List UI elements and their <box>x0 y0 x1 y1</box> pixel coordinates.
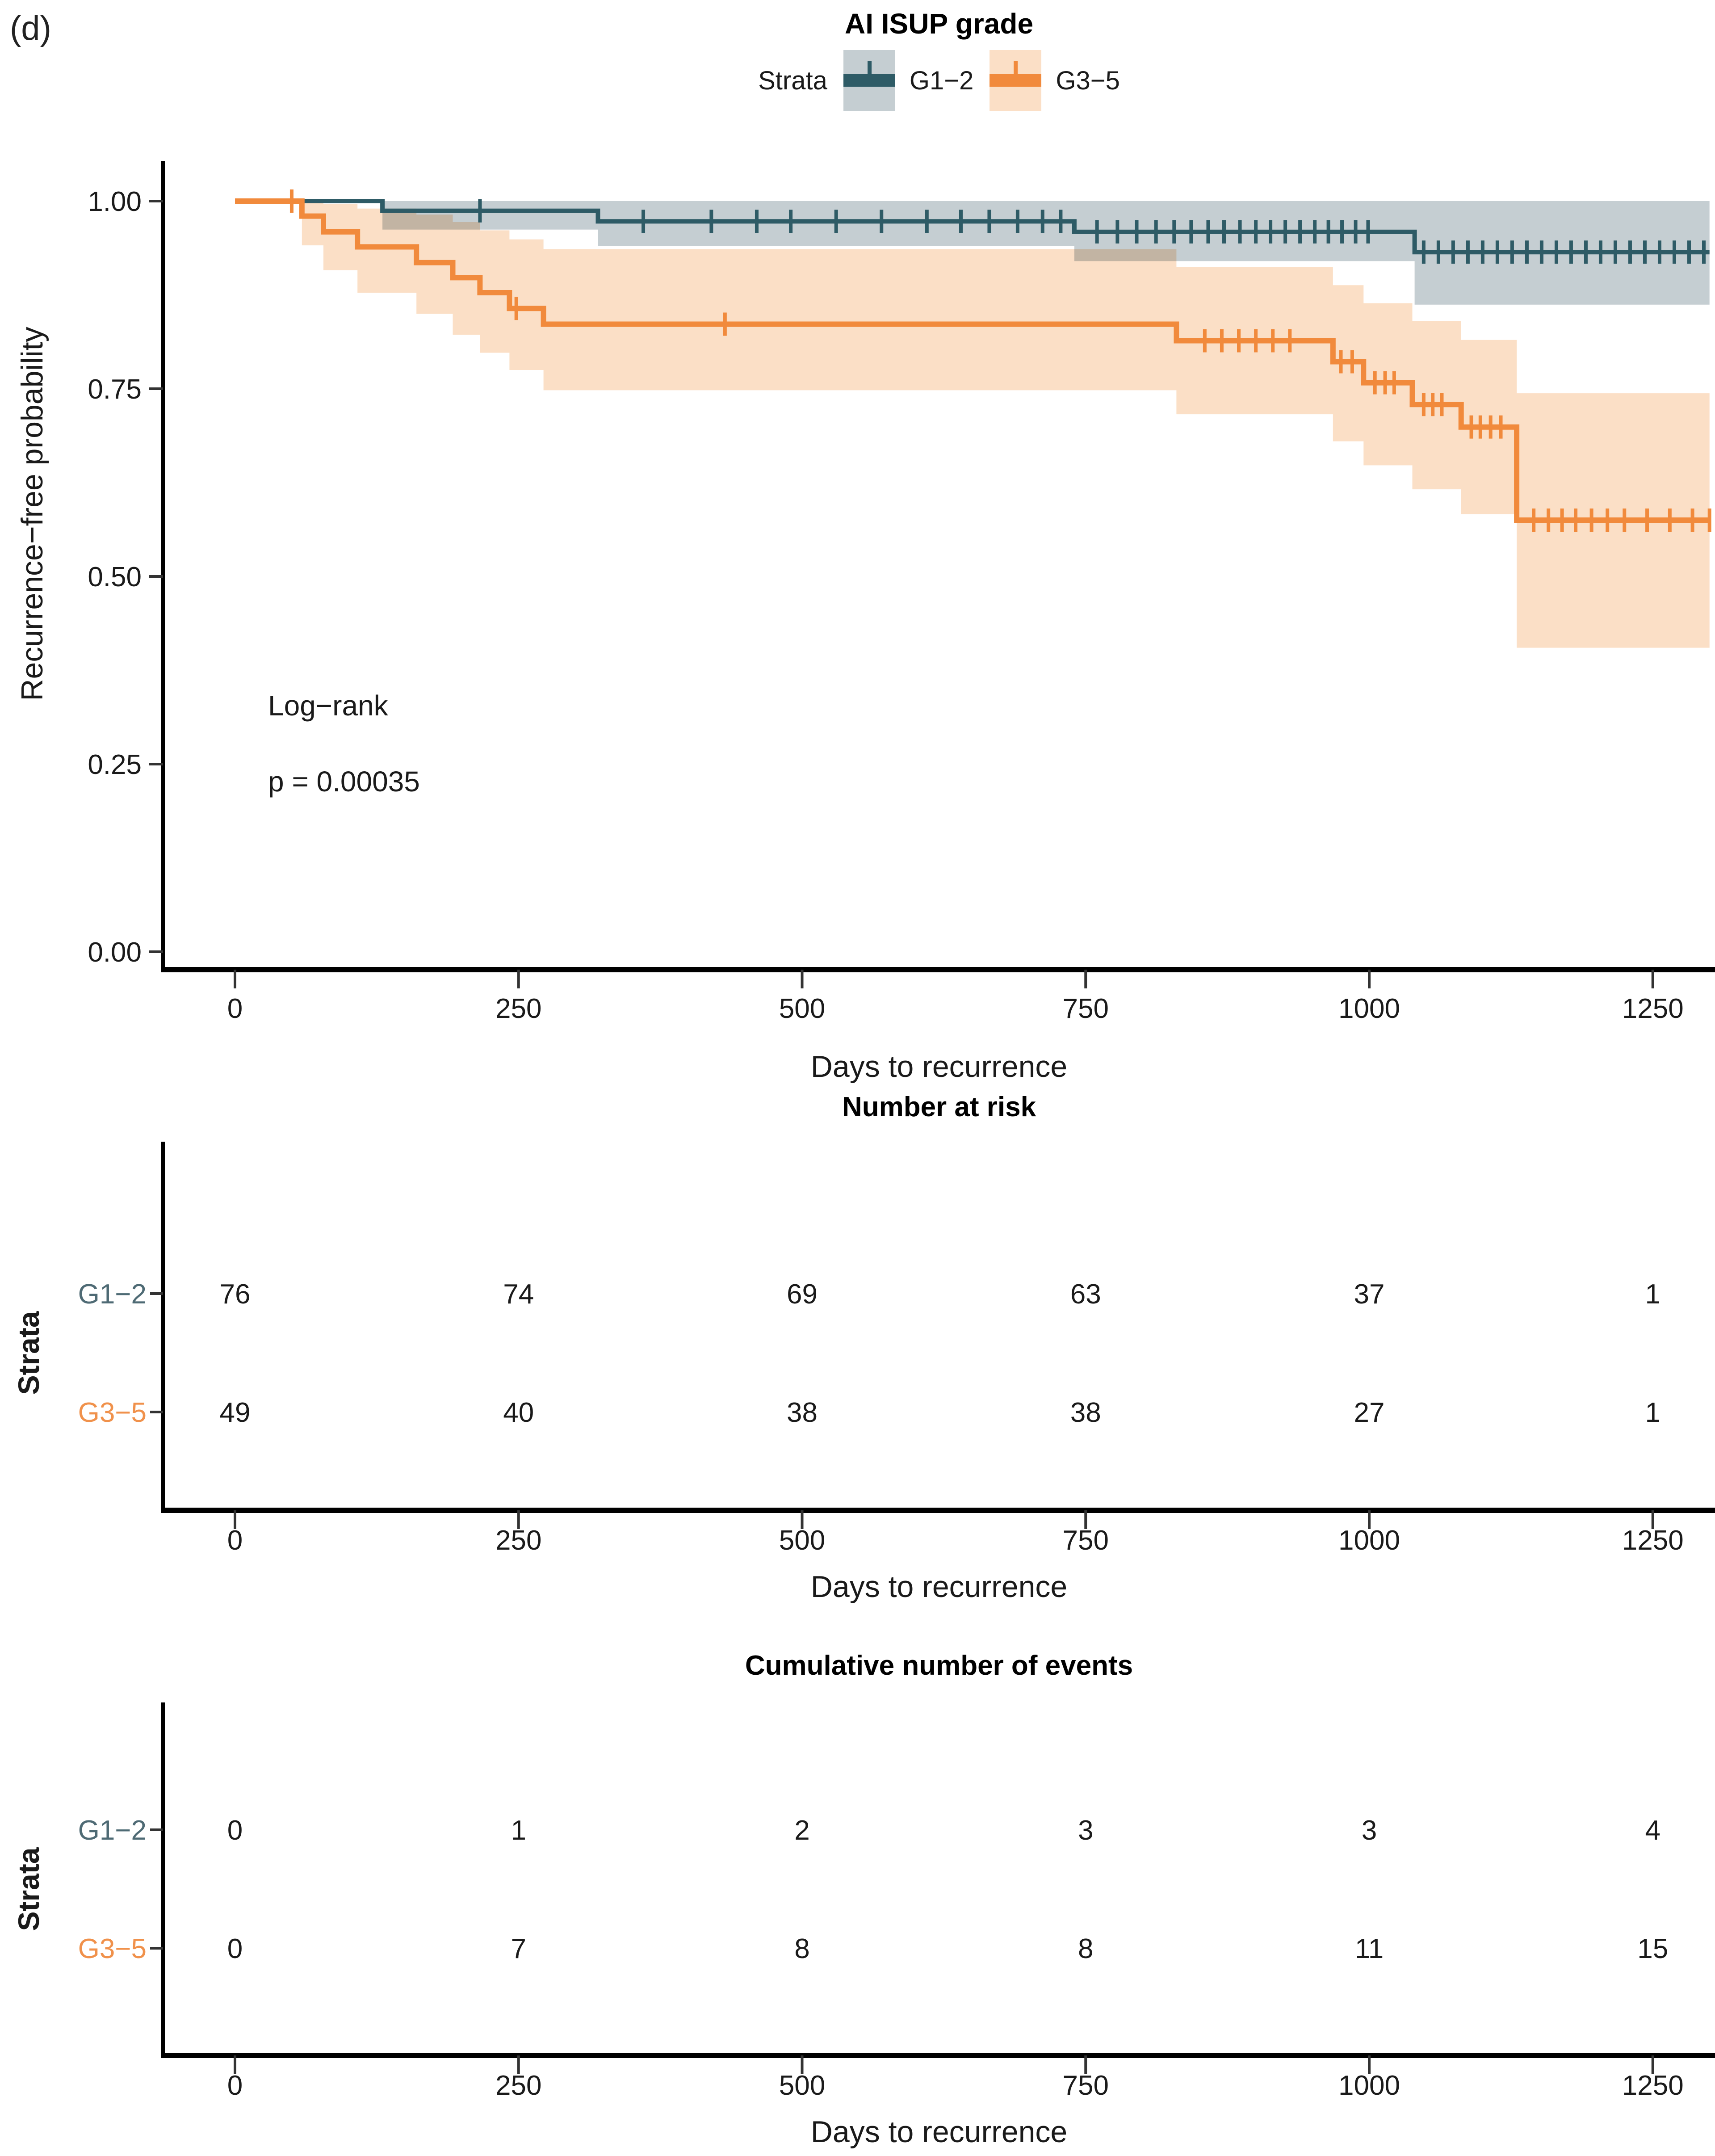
chart-title-row: AI ISUP grade <box>163 7 1715 40</box>
x-axis-title-events: Days to recurrence <box>810 2115 1068 2149</box>
svg-text:0.25: 0.25 <box>88 749 142 780</box>
svg-text:1250: 1250 <box>1622 2070 1684 2101</box>
risk-table-title-row: Number at risk <box>163 1091 1715 1123</box>
logrank-annotation: Log−rank <box>268 689 388 722</box>
svg-text:0.00: 0.00 <box>88 937 142 968</box>
svg-text:500: 500 <box>779 1525 825 1556</box>
legend-key-g3-5-icon <box>990 50 1042 111</box>
events-table-strata-label: Strata <box>12 1847 45 1931</box>
main-axes: 1.00 0.75 0.50 0.25 0.00 0 250 500 750 1000 1250 <box>88 161 1715 1024</box>
svg-text:1000: 1000 <box>1338 2070 1400 2101</box>
risk-table-title: Number at risk <box>842 1092 1036 1122</box>
svg-text:76: 76 <box>220 1279 251 1310</box>
svg-text:1: 1 <box>1645 1397 1660 1428</box>
x-axis-title-risk: Days to recurrence <box>810 1570 1068 1604</box>
risk-table-strata-label: Strata <box>12 1311 45 1395</box>
svg-text:500: 500 <box>779 2070 825 2101</box>
events-table-title-row: Cumulative number of events <box>163 1650 1715 1681</box>
svg-text:4: 4 <box>1645 1815 1660 1846</box>
svg-text:1.00: 1.00 <box>88 186 142 217</box>
svg-text:1: 1 <box>511 1815 526 1846</box>
svg-text:3: 3 <box>1078 1815 1093 1846</box>
svg-text:750: 750 <box>1063 993 1109 1024</box>
svg-text:1000: 1000 <box>1338 1525 1400 1556</box>
svg-text:0.50: 0.50 <box>88 562 142 593</box>
svg-text:0.75: 0.75 <box>88 374 142 405</box>
svg-text:15: 15 <box>1637 1933 1668 1964</box>
panel-label: (d) <box>10 9 51 47</box>
events-table-graphics: 0 250 500 750 1000 1250 G1−2 0 1 2 3 3 4 G3−5 0 7 8 8 11 15 <box>78 1702 1715 2101</box>
svg-text:7: 7 <box>511 1933 526 1964</box>
y-axis-title: Recurrence−free probability <box>15 327 49 701</box>
legend-title: Strata <box>758 66 827 95</box>
legend: Strata G1−2 G3−5 <box>758 50 1120 111</box>
svg-text:2: 2 <box>794 1815 809 1846</box>
legend-item-g3-5[interactable]: G3−5 <box>990 50 1120 111</box>
svg-text:38: 38 <box>787 1397 818 1428</box>
svg-text:1250: 1250 <box>1622 993 1684 1024</box>
legend-item-g1-2[interactable]: G1−2 <box>843 50 974 111</box>
svg-text:1: 1 <box>1645 1279 1660 1310</box>
legend-row: Strata G1−2 G3−5 <box>163 50 1715 111</box>
svg-text:250: 250 <box>495 1525 541 1556</box>
pvalue-annotation: p = 0.00035 <box>268 765 420 798</box>
svg-text:63: 63 <box>1070 1279 1101 1310</box>
svg-text:0: 0 <box>227 1933 243 1964</box>
svg-text:40: 40 <box>503 1397 534 1428</box>
svg-text:G1−2: G1−2 <box>78 1815 147 1846</box>
risk-table-graphics: 0 250 500 750 1000 1250 G1−2 76 74 69 63 37 1 G3−5 49 4… <box>78 1142 1715 1556</box>
svg-text:38: 38 <box>1070 1397 1101 1428</box>
legend-key-g1-2-icon <box>843 50 895 111</box>
legend-label-g3-5: G3−5 <box>1056 66 1120 95</box>
svg-text:750: 750 <box>1063 1525 1109 1556</box>
svg-text:49: 49 <box>220 1397 251 1428</box>
svg-text:0: 0 <box>227 1525 243 1556</box>
svg-text:500: 500 <box>779 993 825 1024</box>
svg-text:1000: 1000 <box>1338 993 1400 1024</box>
svg-text:250: 250 <box>495 993 541 1024</box>
events-table-title: Cumulative number of events <box>745 1650 1133 1681</box>
svg-text:11: 11 <box>1355 1933 1384 1964</box>
svg-text:3: 3 <box>1362 1815 1377 1846</box>
censor-marks <box>289 189 1711 532</box>
svg-text:750: 750 <box>1063 2070 1109 2101</box>
svg-text:0: 0 <box>227 1815 243 1846</box>
svg-text:69: 69 <box>787 1279 818 1310</box>
svg-text:0: 0 <box>227 993 243 1024</box>
chart-title: AI ISUP grade <box>844 8 1034 40</box>
x-axis-title-main: Days to recurrence <box>810 1050 1068 1084</box>
svg-text:250: 250 <box>495 2070 541 2101</box>
svg-text:8: 8 <box>1078 1933 1093 1964</box>
svg-text:0: 0 <box>227 2070 243 2101</box>
svg-text:G3−5: G3−5 <box>78 1933 147 1964</box>
svg-text:1250: 1250 <box>1622 1525 1684 1556</box>
svg-text:G3−5: G3−5 <box>78 1397 147 1428</box>
svg-text:G1−2: G1−2 <box>78 1279 147 1310</box>
svg-text:27: 27 <box>1354 1397 1385 1428</box>
svg-text:74: 74 <box>503 1279 534 1310</box>
svg-text:8: 8 <box>794 1933 809 1964</box>
legend-label-g1-2: G1−2 <box>909 66 974 95</box>
svg-text:37: 37 <box>1354 1279 1385 1310</box>
